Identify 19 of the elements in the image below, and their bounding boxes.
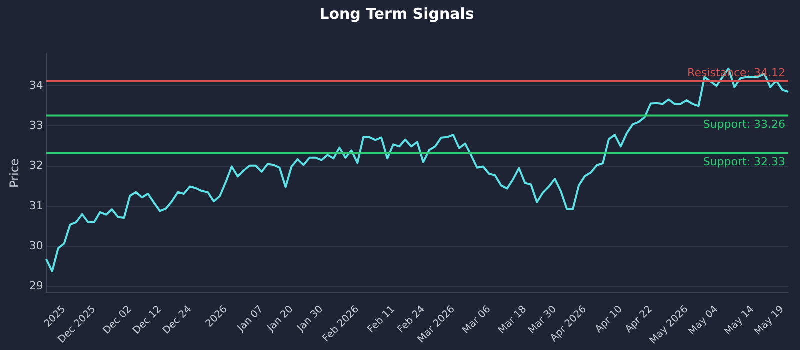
chart-title: Long Term Signals bbox=[320, 4, 474, 23]
y-tick-label: 32 bbox=[29, 159, 44, 172]
y-tick-label: 29 bbox=[29, 279, 44, 292]
ref-line-label: Support: 33.26 bbox=[703, 118, 786, 132]
y-axis-title: Price bbox=[7, 158, 22, 188]
x-tick-label: Mar 06 bbox=[460, 304, 494, 336]
ref-line-label: Support: 32.33 bbox=[703, 155, 786, 168]
x-tick-label: Jan 30 bbox=[295, 304, 326, 335]
y-tick-label: 31 bbox=[29, 199, 44, 212]
y-tick-label: 33 bbox=[29, 119, 44, 132]
y-tick-label: 34 bbox=[29, 78, 44, 92]
y-tick-label: 30 bbox=[29, 239, 44, 252]
x-tick-label: Apr 22 bbox=[624, 304, 655, 336]
x-tick-label: Dec 24 bbox=[161, 304, 194, 337]
x-tick-label: Apr 10 bbox=[594, 304, 625, 336]
x-tick-label: Mar 18 bbox=[496, 304, 530, 336]
x-tick-label: Jan 07 bbox=[235, 304, 266, 335]
x-tick-label: Jan 20 bbox=[265, 304, 296, 335]
x-tick-label: Feb 11 bbox=[366, 304, 398, 336]
